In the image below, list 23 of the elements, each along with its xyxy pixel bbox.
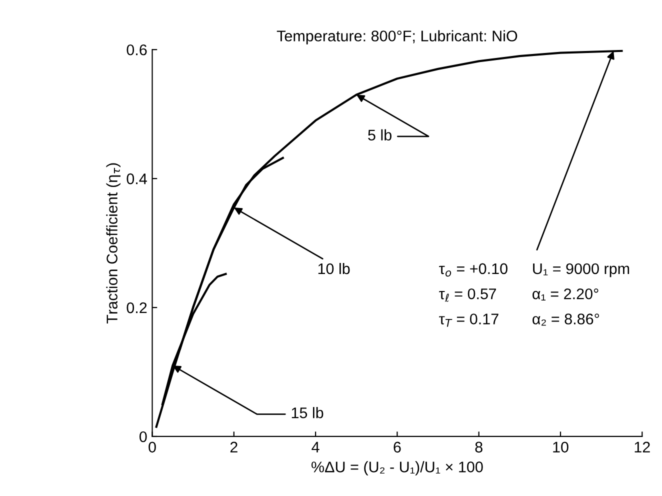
text: 15 lb [292, 407, 324, 418]
y-tick-label: 0.6 [126, 44, 147, 56]
x-tick-label: 0 [148, 442, 156, 453]
annotation: α₂ = 8.86° [532, 314, 600, 326]
y-axis-title: Traction Coefficient (η$_{τ}$) [106, 163, 120, 324]
y-tick-label: 0.4 [126, 173, 147, 184]
x-tick-label: 4 [312, 442, 320, 452]
text: 10 lb [318, 262, 350, 274]
annotation: τ$_{ℓ}$ = 0.57 [439, 288, 496, 302]
x-axis-title: %ΔU = (U₂ - U₁)/U₁ × 100 [312, 461, 483, 476]
annotation: τ$_{o}$ = +0.10 [439, 263, 508, 277]
x-tick-label: 2 [230, 442, 238, 452]
x-tick-label: 6 [394, 442, 401, 453]
chart-title: Temperature: 800°F; Lubricant: NiO [276, 30, 518, 44]
annotation: U₁ = 9000 rpm [533, 263, 630, 278]
x-tick-label: 10 [553, 442, 568, 453]
annotation: τ$_{T}$ = 0.17 [439, 314, 498, 327]
annotation: α₁ = 2.20° [532, 288, 598, 300]
x-tick-label: 12 [634, 442, 650, 452]
x-tick-label: 8 [475, 442, 482, 453]
y-tick-label: 0.2 [126, 302, 147, 314]
y-tick-label: 0 [140, 431, 147, 442]
text: 5 lb [368, 129, 392, 141]
